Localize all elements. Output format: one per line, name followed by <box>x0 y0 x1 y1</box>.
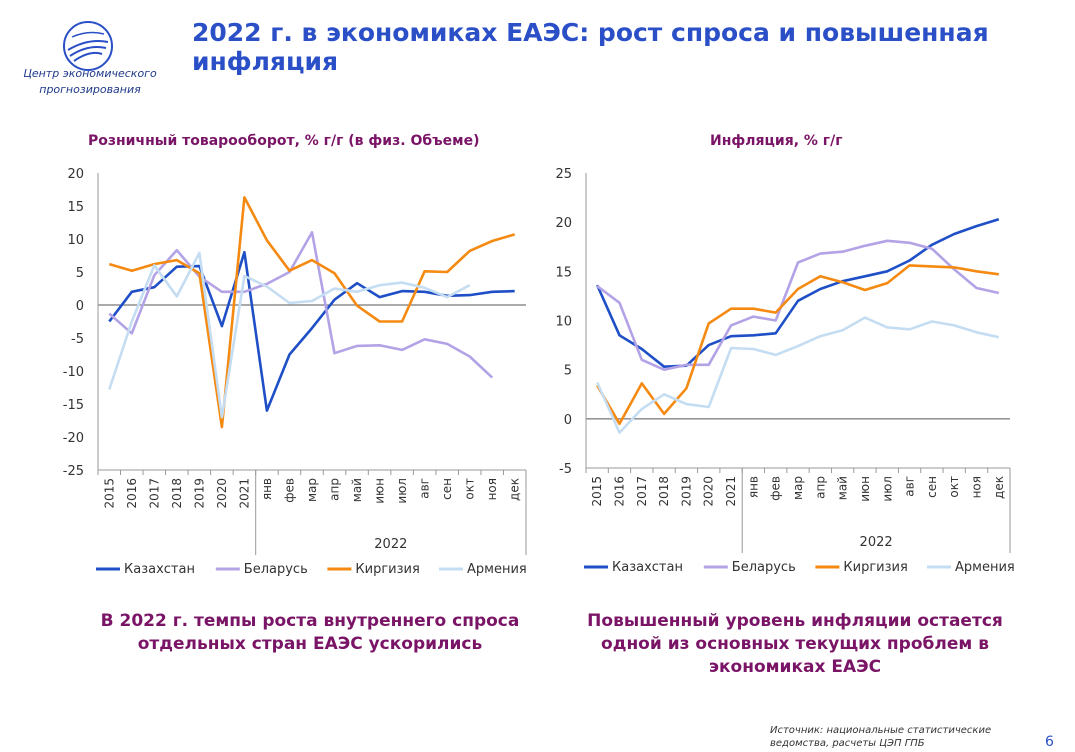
x-tick-label: дек <box>508 478 522 501</box>
y-tick-label: 15 <box>67 200 84 215</box>
caption-left: В 2022 г. темпы роста внутреннего спроса… <box>100 611 520 654</box>
x-tick-label: май <box>350 478 364 502</box>
legend-label: Армения <box>955 560 1015 575</box>
legend-label: Беларусь <box>244 562 308 577</box>
y-tick-label: -5 <box>71 332 84 347</box>
x-tick-label: 2021 <box>237 478 251 509</box>
legend-label: Казахстан <box>612 560 683 575</box>
x-tick-label: сен <box>440 478 454 500</box>
source-note: Источник: национальные статистические ве… <box>770 725 992 749</box>
x-tick-label: янв <box>260 478 274 500</box>
x-tick-label: окт <box>463 478 477 500</box>
series-line-Беларусь <box>596 239 1000 371</box>
y-tick-label: 10 <box>67 233 84 248</box>
x-tick-label: мар <box>791 476 805 500</box>
x-tick-label: янв <box>746 476 760 498</box>
y-tick-label: -20 <box>63 431 84 446</box>
chart-title-retail: Розничный товарооборот, % г/г (в физ. Об… <box>88 133 480 149</box>
x-tick-label: ноя <box>485 478 499 500</box>
y-tick-label: 25 <box>555 167 572 182</box>
x-tick-label: 2015 <box>102 478 116 509</box>
group-label: 2022 <box>374 537 407 552</box>
page-number: 6 <box>1045 734 1054 750</box>
x-tick-label: июл <box>395 478 409 504</box>
caption-right: Повышенный уровень инфляции остается одн… <box>587 611 1003 677</box>
y-tick-label: 15 <box>555 265 572 280</box>
x-tick-label: 2015 <box>590 476 604 507</box>
x-tick-label: авг <box>418 478 432 499</box>
x-tick-label: авг <box>903 476 917 497</box>
x-tick-label: май <box>836 476 850 500</box>
y-tick-label: 5 <box>564 364 572 379</box>
y-tick-label: 20 <box>67 167 84 182</box>
series-line-Киргизия <box>108 196 516 429</box>
x-tick-label: июн <box>373 478 387 504</box>
series-line-Армения <box>596 316 1000 434</box>
x-tick-label: июл <box>880 476 894 502</box>
legend-label: Беларусь <box>732 560 796 575</box>
legend-label: Казахстан <box>124 562 195 577</box>
y-tick-label: -10 <box>63 365 84 380</box>
x-tick-label: ноя <box>970 476 984 498</box>
x-tick-label: 2020 <box>215 478 229 509</box>
y-tick-label: -25 <box>63 464 84 479</box>
y-tick-label: 0 <box>564 413 572 428</box>
chart-title-inflation: Инфляция, % г/г <box>710 133 843 149</box>
page-title: 2022 г. в экономиках ЕАЭС: рост спроса и… <box>192 18 989 76</box>
series-line-Армения <box>108 251 471 419</box>
series-line-Казахстан <box>108 250 515 412</box>
x-tick-label: сен <box>925 476 939 498</box>
logo-text: Центр экономического прогнозирования <box>23 67 157 96</box>
x-tick-label: 2019 <box>192 478 206 509</box>
y-tick-label: 10 <box>555 315 572 330</box>
legend-label: Киргизия <box>843 560 907 575</box>
x-tick-label: 2017 <box>635 476 649 507</box>
x-tick-label: 2021 <box>724 476 738 507</box>
x-tick-label: 2018 <box>170 478 184 509</box>
x-tick-label: апр <box>813 476 827 499</box>
logo-icon <box>63 21 113 71</box>
x-tick-label: 2020 <box>702 476 716 507</box>
x-tick-label: фев <box>769 476 783 501</box>
x-tick-label: июн <box>858 476 872 502</box>
x-tick-label: 2019 <box>679 476 693 507</box>
x-tick-label: апр <box>328 478 342 501</box>
x-tick-label: 2016 <box>125 478 139 509</box>
x-tick-label: 2017 <box>147 478 161 509</box>
series-line-Казахстан <box>596 217 1000 368</box>
y-tick-label: -15 <box>63 398 84 413</box>
x-tick-label: дек <box>992 476 1006 499</box>
x-tick-label: окт <box>947 476 961 498</box>
group-label: 2022 <box>860 535 893 550</box>
y-tick-label: 20 <box>555 216 572 231</box>
y-tick-label: 0 <box>76 299 84 314</box>
x-tick-label: 2016 <box>612 476 626 507</box>
y-tick-label: -5 <box>559 462 572 477</box>
y-tick-label: 5 <box>76 266 84 281</box>
series-line-Беларусь <box>108 231 494 379</box>
series-line-Киргизия <box>596 264 999 426</box>
x-tick-label: мар <box>305 478 319 502</box>
legend-label: Армения <box>467 562 527 577</box>
x-tick-label: фев <box>282 478 296 503</box>
x-tick-label: 2018 <box>657 476 671 507</box>
legend-label: Киргизия <box>355 562 419 577</box>
